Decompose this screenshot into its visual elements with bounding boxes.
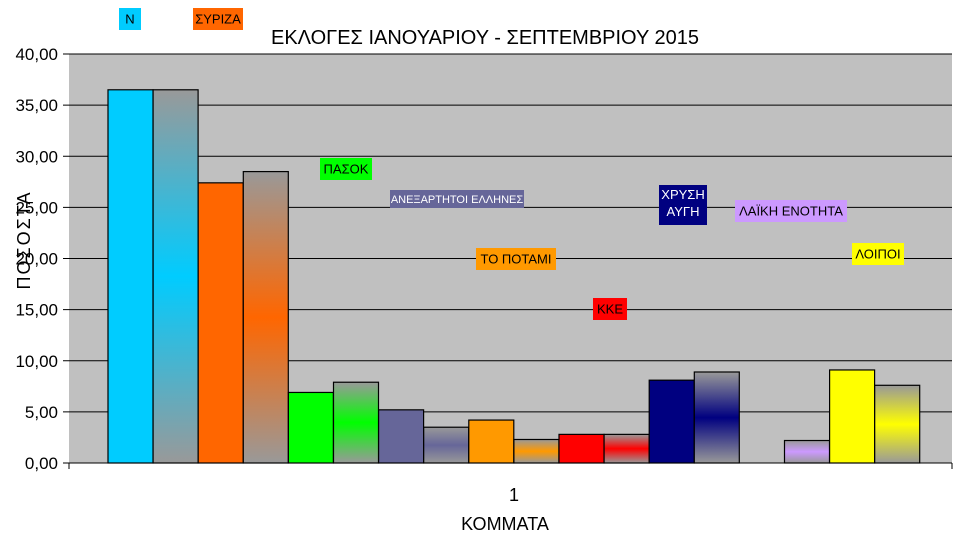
party-label: ΛΑΪΚΗ ΕΝΟΤΗΤΑ [739,204,843,219]
bars [107,89,921,464]
party-label: ΛΟΙΠΟΙ [855,247,900,262]
y-tick-label: 10,00 [15,352,58,371]
party-label-box [852,243,904,265]
party-label: Ν [125,12,134,27]
bar [874,384,921,464]
bar [152,89,199,464]
y-tick-label: 20,00 [15,250,58,269]
bar [513,438,560,464]
party-label: ΤΟ ΠΟΤΑΜΙ [480,252,551,267]
party-label: ΑΥΓΗ [667,204,700,219]
y-tick-label: 30,00 [15,147,58,166]
y-tick-label: 15,00 [15,301,58,320]
y-tick-labels: 0,00 5,00 10,00 15,00 20,00 25,00 30,00 35,00 40… [15,45,58,473]
chart-title: ΕΚΛΟΓΕΣ ΙΑΝΟΥΑΡΙΟΥ - ΣΕΠΤΕΜΒΡΙΟΥ 2015 [271,27,699,49]
y-tick-label: 25,00 [15,198,58,217]
bar-labels: Ν ΣΥΡΙΖΑ ΠΑΣΟΚ ΑΝΕΞΑΡΤΗΤΟΙ ΕΛΛΗΝΕΣ ΤΟ ΠΟΤΑΜΙ… [119,8,904,320]
bar [332,381,380,464]
bar [468,419,515,464]
bar [287,391,334,464]
party-label-box [390,190,524,208]
bar [693,371,740,464]
bar [783,439,831,464]
party-label: ΧΡΥΣΗ [661,187,704,202]
bar [242,170,289,464]
party-label: ΣΥΡΙΖΑ [195,12,241,27]
bar [197,182,244,464]
party-label: ΑΝΕΞΑΡΤΗΤΟΙ ΕΛΛΗΝΕΣ [391,194,524,206]
party-label-box [193,8,243,30]
bar [648,379,695,464]
x-category-label: 1 [509,485,519,505]
party-label-box [659,185,707,225]
y-tick-label: 35,00 [15,96,58,115]
party-label-box [735,200,847,222]
y-tick-label: 40,00 [15,45,58,64]
y-tick-label: 5,00 [25,403,58,422]
bar [107,89,154,464]
bar [378,409,425,464]
party-label-box [119,8,141,30]
y-axis-label: ΠΟΣΟΣΤΑ [14,191,34,290]
party-label-box [593,298,627,320]
bar [603,433,650,464]
party-label: ΚΚΕ [597,302,623,317]
bar [558,433,605,464]
bar [828,369,876,464]
y-tick-label: 0,00 [25,454,58,473]
party-label: ΠΑΣΟΚ [324,162,369,177]
bar [423,426,470,464]
party-label-box [476,248,556,270]
x-axis-label: ΚΟΜΜΑΤΑ [461,514,549,534]
party-label-box [320,158,372,180]
